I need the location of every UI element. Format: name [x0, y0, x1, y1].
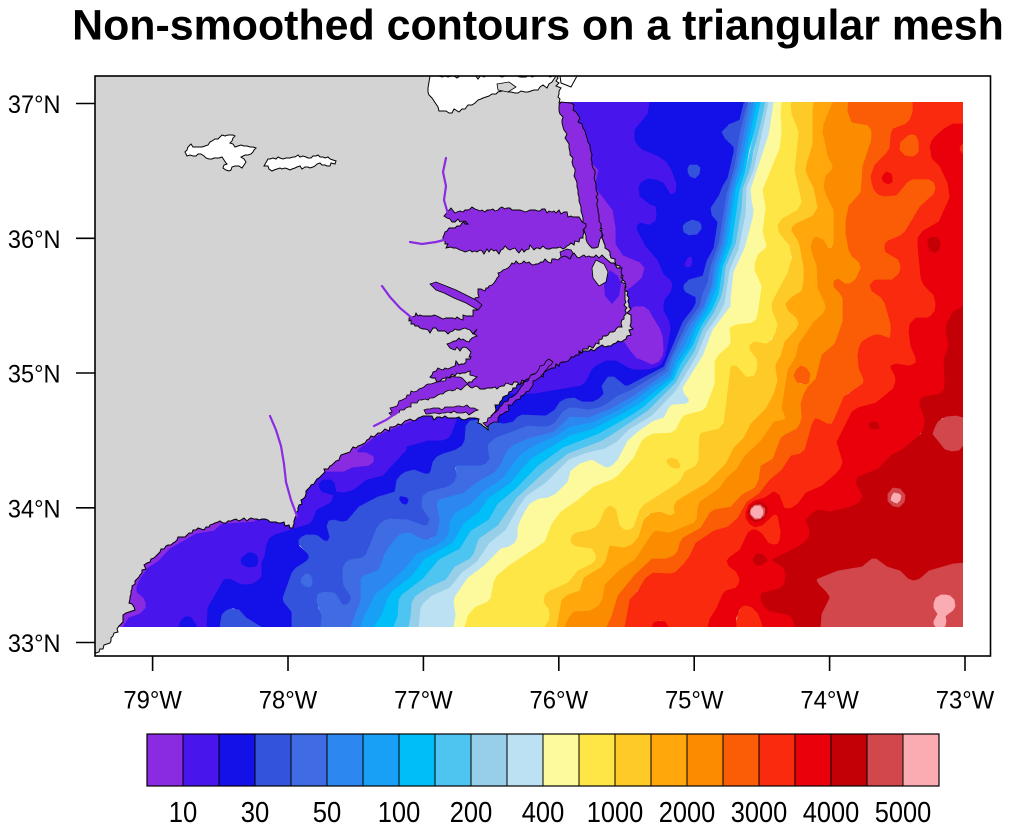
svg-text:37°N: 37°N [8, 91, 61, 119]
svg-text:74°W: 74°W [800, 687, 859, 715]
svg-text:75°W: 75°W [665, 687, 724, 715]
svg-text:2000: 2000 [659, 797, 716, 829]
svg-text:34°N: 34°N [8, 495, 61, 523]
svg-text:400: 400 [522, 797, 565, 829]
svg-text:3000: 3000 [731, 797, 788, 829]
svg-text:Non-smoothed contours on a tri: Non-smoothed contours on a triangular me… [72, 2, 1004, 50]
svg-text:10: 10 [169, 797, 198, 829]
svg-text:5000: 5000 [875, 797, 932, 829]
svg-text:35°N: 35°N [8, 361, 61, 389]
svg-text:50: 50 [313, 797, 342, 829]
svg-text:100: 100 [378, 797, 421, 829]
svg-text:200: 200 [450, 797, 493, 829]
svg-text:1000: 1000 [587, 797, 644, 829]
svg-text:77°W: 77°W [394, 687, 453, 715]
svg-text:36°N: 36°N [8, 226, 61, 254]
svg-text:4000: 4000 [803, 797, 860, 829]
svg-text:76°W: 76°W [530, 687, 589, 715]
svg-text:33°N: 33°N [8, 630, 61, 658]
svg-text:30: 30 [241, 797, 270, 829]
svg-text:79°W: 79°W [123, 687, 182, 715]
svg-text:73°W: 73°W [936, 687, 995, 715]
svg-text:78°W: 78°W [259, 687, 318, 715]
